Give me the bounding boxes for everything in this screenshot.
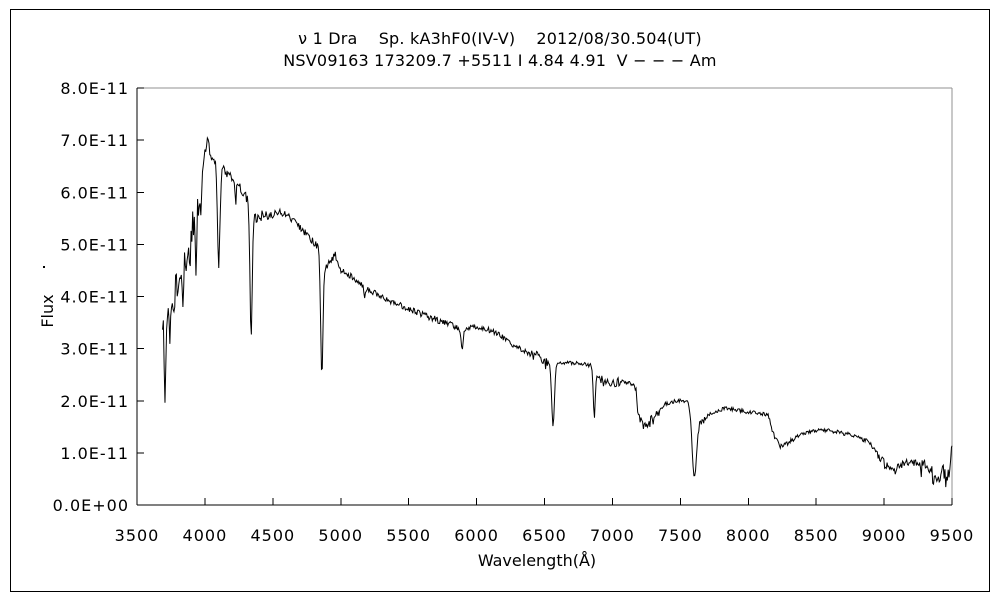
x-tick-label: 7000 <box>590 526 635 545</box>
x-tick-label: 5500 <box>386 526 431 545</box>
x-tick-label: 7500 <box>658 526 703 545</box>
y-tick-label: 7.0E-11 <box>60 131 129 150</box>
x-tick-label: 4000 <box>183 526 228 545</box>
y-tick-label: 2.0E-11 <box>60 392 129 411</box>
x-tick-label: 6500 <box>522 526 567 545</box>
chart-title-line2: NSV09163 173209.7 +5511 I 4.84 4.91 V − … <box>283 51 717 70</box>
x-tick-label: 6000 <box>454 526 499 545</box>
chart-title-line1: ν 1 Dra Sp. kA3hF0(IV-V) 2012/08/30.504(… <box>298 29 702 48</box>
x-tick-label: 8000 <box>726 526 771 545</box>
y-tick-label: 4.0E-11 <box>60 288 129 307</box>
x-tick-label: 9500 <box>930 526 975 545</box>
stray-dot <box>43 266 45 268</box>
x-tick-label: 4500 <box>250 526 295 545</box>
y-tick-label: 3.0E-11 <box>60 340 129 359</box>
y-tick-label: 1.0E-11 <box>60 444 129 463</box>
x-tick-label: 9000 <box>862 526 907 545</box>
x-tick-label: 3500 <box>115 526 160 545</box>
y-tick-label: 5.0E-11 <box>60 235 129 254</box>
spectrum-line <box>162 136 953 488</box>
y-tick-label: 6.0E-11 <box>60 183 129 202</box>
x-tick-label: 5000 <box>318 526 363 545</box>
y-axis-title: Flux <box>38 294 57 328</box>
y-tick-label: 8.0E-11 <box>60 79 129 98</box>
y-tick-label: 0.0E+00 <box>53 496 129 515</box>
outer-border <box>10 9 990 592</box>
x-tick-label: 8500 <box>794 526 839 545</box>
x-axis-title: Wavelength(Å) <box>477 551 597 570</box>
